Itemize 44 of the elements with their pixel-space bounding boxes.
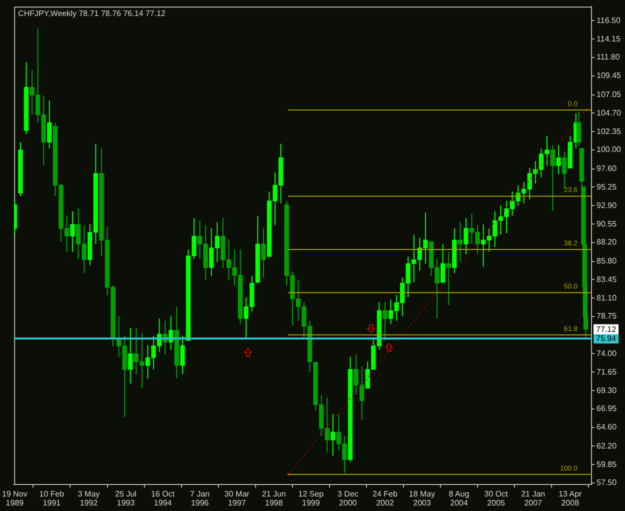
y-tick-label: 100.00 (596, 145, 622, 154)
y-tick-label: 92.90 (596, 200, 618, 210)
x-tick-label: 3 May 1992 (78, 489, 100, 508)
x-tick-label: 10 Feb 1991 (39, 489, 65, 508)
y-tick-label: 109.45 (596, 71, 622, 80)
x-tick-label: 18 May 2003 (408, 489, 436, 508)
x-tick-label: 7 Jan 1996 (190, 489, 210, 508)
y-tick-label: 90.55 (596, 219, 618, 228)
y-tick-label: 107.05 (596, 90, 622, 99)
y-tick-label: 114.15 (596, 34, 621, 44)
y-tick-label: 81.10 (596, 293, 618, 302)
y-tick-label: 64.60 (596, 422, 618, 432)
x-tick-label: 8 Aug 2004 (448, 489, 470, 508)
y-tick-label: 111.80 (596, 52, 620, 62)
x-tick-label: 16 Oct 1994 (151, 489, 176, 508)
y-tick-label: 83.45 (596, 274, 618, 284)
y-tick-label: 74.00 (596, 348, 618, 358)
y-tick-label: 104.70 (596, 108, 622, 118)
y-tick-label: 97.60 (596, 164, 618, 174)
x-tick-label: 21 Jun 1998 (262, 489, 286, 508)
x-tick-label: 3 Dec 2000 (337, 489, 358, 508)
ref-line-label: 75.94 (596, 334, 617, 344)
y-tick-label: 116.50 (596, 16, 621, 25)
y-tick-label: 102.35 (596, 126, 622, 136)
x-tick-label: 13 Apr 2008 (558, 489, 582, 508)
x-tick-label: 21 Jan 2007 (521, 489, 546, 508)
chart-title: CHFJPY,Weekly 78.71 78.76 76.14 77.12 (18, 8, 166, 18)
y-tick-label: 88.20 (596, 238, 618, 247)
y-tick-label: 78.75 (596, 312, 618, 321)
y-tick-label: 85.80 (596, 256, 618, 266)
y-tick-label: 62.20 (596, 441, 618, 450)
x-tick-label: 25 Jul 1993 (115, 489, 137, 508)
y-tick-label: 71.65 (596, 367, 618, 376)
x-tick-label: 30 Mar 1997 (224, 489, 250, 508)
text: 77.12 (596, 324, 617, 334)
x-tick-label: 30 Oct 2005 (484, 489, 509, 508)
y-tick-label: 95.25 (596, 182, 618, 192)
y-tick-label: 66.95 (596, 404, 618, 414)
x-tick-label: 12 Sep 1999 (298, 489, 324, 508)
x-tick-label: 24 Feb 2002 (372, 489, 398, 508)
y-tick-label: 69.30 (596, 386, 618, 395)
y-tick-label: 59.85 (596, 460, 618, 469)
y-tick-label: 57.50 (596, 478, 618, 488)
x-tick-label: 19 Nov 1989 (2, 489, 28, 508)
